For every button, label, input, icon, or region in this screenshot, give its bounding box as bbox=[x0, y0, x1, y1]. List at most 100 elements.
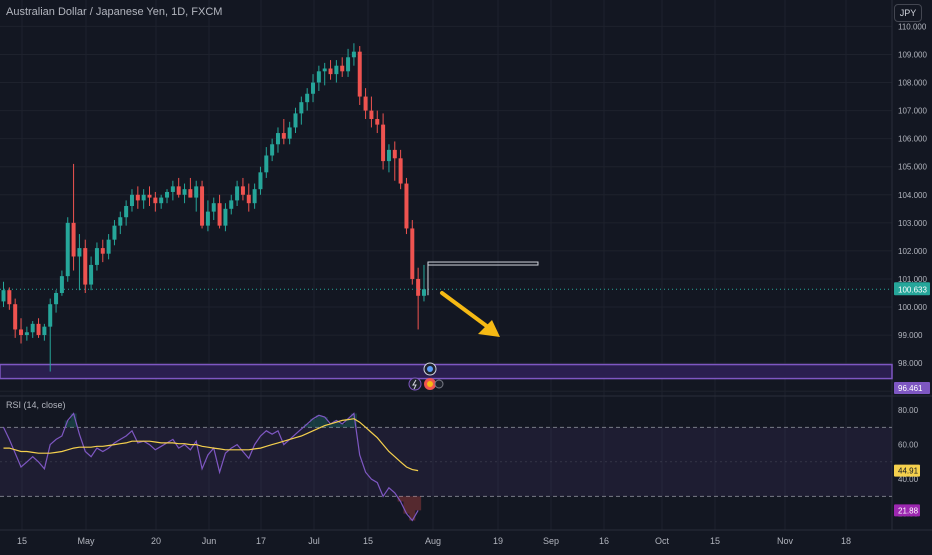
candle bbox=[322, 62, 327, 86]
price-tick-label: 109.000 bbox=[898, 50, 927, 59]
candle bbox=[65, 217, 70, 282]
candle-body bbox=[392, 149, 397, 159]
candle bbox=[258, 166, 263, 195]
candle bbox=[176, 177, 181, 198]
candle-body bbox=[89, 264, 94, 285]
candle-body bbox=[54, 292, 59, 305]
candle-body bbox=[270, 144, 275, 156]
candle-body bbox=[1, 290, 6, 302]
time-tick-label: 15 bbox=[710, 536, 720, 546]
candle bbox=[124, 200, 129, 226]
currency-button[interactable]: JPY bbox=[894, 4, 922, 22]
candle-body bbox=[211, 203, 216, 212]
rsi-value: 21.88 bbox=[898, 506, 919, 515]
candle-body bbox=[340, 65, 345, 72]
candle-body bbox=[398, 158, 403, 184]
candle bbox=[363, 88, 368, 120]
candle-body bbox=[416, 278, 421, 296]
candle bbox=[83, 239, 88, 293]
candle bbox=[159, 194, 164, 209]
price-tick-label: 100.000 bbox=[898, 303, 927, 312]
candle-body bbox=[386, 149, 391, 162]
candle bbox=[24, 326, 29, 341]
rsi-ma-badge-bg bbox=[894, 464, 920, 477]
candle-body bbox=[141, 194, 146, 201]
price-tick-label: 104.000 bbox=[898, 191, 927, 200]
price-tick-label: 107.000 bbox=[898, 107, 927, 116]
rsi-tick-label: 60.00 bbox=[898, 441, 919, 450]
candle-body bbox=[404, 183, 409, 229]
price-tick-label: 101.000 bbox=[898, 275, 927, 284]
rsi-overbought-fill bbox=[64, 413, 357, 428]
candle-body bbox=[188, 189, 193, 198]
candle-body bbox=[264, 155, 269, 173]
last-price-badge-bg bbox=[894, 282, 930, 296]
candle bbox=[147, 186, 152, 206]
candle bbox=[42, 323, 47, 341]
candle-body bbox=[48, 304, 53, 327]
candle bbox=[240, 177, 245, 201]
time-tick-label: Nov bbox=[777, 536, 794, 546]
candle-body bbox=[147, 194, 152, 198]
candle bbox=[381, 113, 386, 170]
candle-body bbox=[194, 186, 199, 198]
rsi-line bbox=[2, 412, 419, 522]
candle bbox=[386, 144, 391, 173]
time-tick-label: 15 bbox=[363, 536, 373, 546]
candle bbox=[1, 281, 6, 308]
candle bbox=[48, 298, 53, 372]
candle-body bbox=[83, 248, 88, 285]
rsi-title: RSI (14, close) bbox=[6, 400, 66, 410]
time-tick-label: 19 bbox=[493, 536, 503, 546]
candle-body bbox=[334, 65, 339, 75]
candle bbox=[135, 186, 140, 209]
rsi-tick-label: 40.00 bbox=[898, 475, 919, 484]
candle bbox=[340, 57, 345, 77]
candle bbox=[334, 60, 339, 83]
candle-body bbox=[30, 323, 35, 333]
candle-body bbox=[71, 222, 76, 257]
candle bbox=[311, 74, 316, 103]
earnings-icon-dot bbox=[427, 381, 433, 387]
candle bbox=[118, 211, 123, 235]
price-tick-label: 103.000 bbox=[898, 219, 927, 228]
candle-body bbox=[275, 133, 280, 145]
candle bbox=[194, 180, 199, 212]
price-tick-label: 105.000 bbox=[898, 163, 927, 172]
candle-body bbox=[252, 189, 257, 204]
candle bbox=[13, 298, 18, 338]
rsi-badge: 21.88 bbox=[894, 504, 920, 517]
candle-body bbox=[346, 57, 351, 72]
rsi-ma-badge: 44.91 bbox=[894, 464, 920, 477]
candle-body bbox=[217, 203, 222, 226]
candle bbox=[71, 163, 76, 271]
candle bbox=[112, 220, 117, 246]
candle-body bbox=[299, 102, 304, 114]
candle-body bbox=[235, 186, 240, 201]
candle-body bbox=[351, 51, 356, 58]
candle bbox=[7, 287, 12, 310]
candle-body bbox=[316, 71, 321, 83]
candle bbox=[404, 177, 409, 235]
candle-body bbox=[229, 200, 234, 209]
candle-body bbox=[176, 186, 181, 195]
zone-price-badge-bg bbox=[894, 382, 930, 394]
candle bbox=[398, 149, 403, 190]
candle-body bbox=[375, 119, 380, 125]
candle bbox=[392, 141, 397, 181]
candle-body bbox=[135, 194, 140, 201]
candle bbox=[351, 43, 356, 66]
candle bbox=[375, 110, 380, 134]
candle-body bbox=[59, 276, 64, 293]
time-tick-label: May bbox=[77, 536, 95, 546]
candle-body bbox=[363, 96, 368, 111]
candle bbox=[211, 197, 216, 221]
candle bbox=[106, 234, 111, 260]
price-tick-label: 106.000 bbox=[898, 135, 927, 144]
candle-body bbox=[311, 82, 316, 94]
candle-body bbox=[223, 208, 228, 226]
dividend-icon bbox=[434, 379, 444, 389]
candle-body bbox=[36, 323, 41, 336]
